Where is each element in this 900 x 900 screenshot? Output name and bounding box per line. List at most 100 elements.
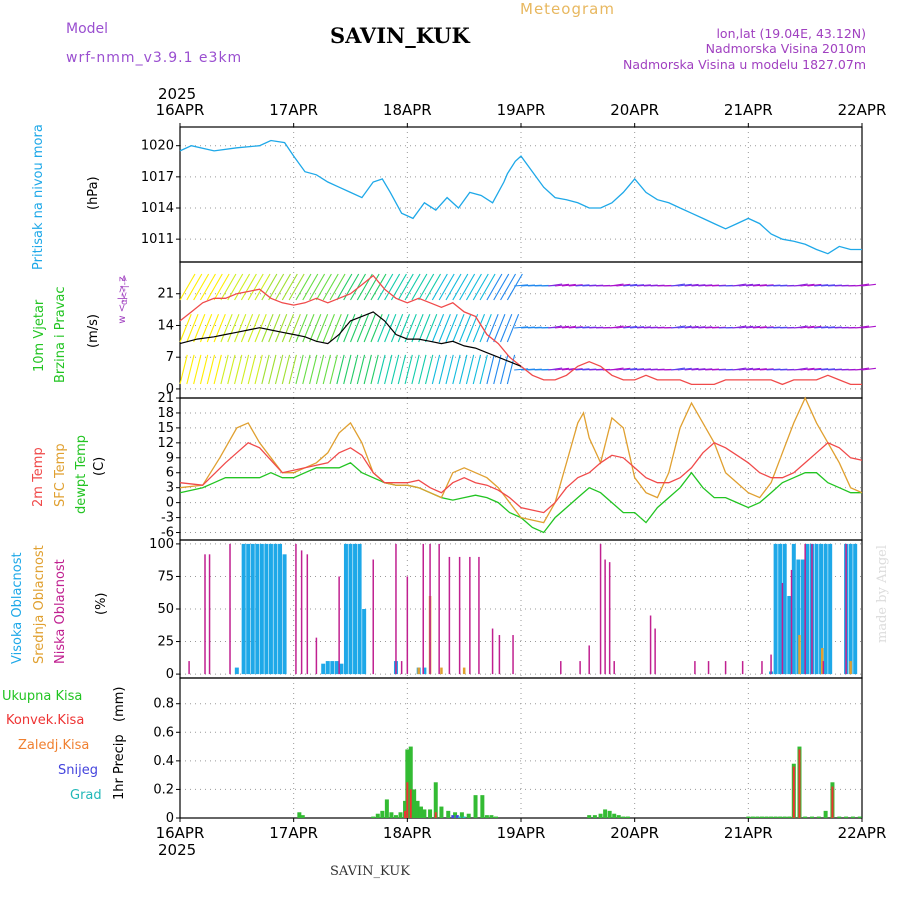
wind-arrow bbox=[459, 354, 468, 385]
cloud-low-bar bbox=[579, 661, 581, 675]
ytick-label: 3 bbox=[166, 481, 174, 496]
ytick-label: 50 bbox=[157, 602, 174, 617]
wind-arrow bbox=[506, 313, 520, 343]
precip-snow-bar bbox=[455, 815, 459, 818]
precip-total-bar bbox=[750, 816, 755, 818]
cloud-low-bar bbox=[438, 543, 440, 675]
precip-conv-bar bbox=[831, 786, 834, 818]
wind-arrow bbox=[206, 273, 223, 301]
wind-arrow bbox=[193, 354, 202, 385]
cloud-low-bar bbox=[694, 661, 696, 675]
precip-total-bar bbox=[764, 816, 769, 818]
wind-arrow bbox=[363, 313, 376, 343]
precip-total-bar bbox=[446, 810, 451, 818]
wind-arrow bbox=[186, 313, 199, 343]
temp-ylabel-2: SFC Temp bbox=[53, 443, 68, 507]
wind-arrow bbox=[274, 313, 288, 343]
wind-arrow bbox=[199, 273, 216, 301]
wind-arrow bbox=[404, 313, 417, 343]
cloud-low-bar bbox=[588, 645, 590, 675]
precip-total-bar bbox=[418, 806, 423, 818]
cloud-low-bar bbox=[448, 556, 451, 675]
wind-arrow bbox=[411, 313, 424, 343]
wind-arrow bbox=[609, 283, 624, 287]
precip-total-bar bbox=[598, 813, 603, 818]
wind-arrow bbox=[752, 284, 767, 287]
ytick-label: 12 bbox=[157, 436, 174, 451]
wind-arrow bbox=[493, 354, 502, 385]
precip-total-bar bbox=[473, 795, 478, 818]
wind-arrow bbox=[732, 367, 747, 371]
cloud-low-bar bbox=[422, 543, 424, 675]
wind-arrow bbox=[247, 273, 264, 301]
wind-arrow bbox=[240, 273, 257, 301]
cloud-high-bar bbox=[787, 595, 792, 675]
precip-total-bar bbox=[607, 810, 612, 818]
wind-arrow bbox=[220, 354, 229, 385]
cloud-high-bar bbox=[800, 559, 805, 675]
wind-arrow bbox=[397, 273, 414, 301]
wind-arrow bbox=[377, 354, 386, 385]
wind-arrow bbox=[322, 273, 339, 301]
ytick-label: 9 bbox=[166, 451, 174, 466]
legend-snow: Snijeg bbox=[58, 763, 98, 778]
wind-arrow bbox=[295, 313, 308, 343]
wind-arrow bbox=[302, 313, 315, 343]
ytick-label: 18 bbox=[157, 406, 174, 421]
wind-arrow bbox=[459, 313, 472, 343]
wind-arrow bbox=[404, 273, 421, 301]
cloud-low-bar bbox=[707, 661, 710, 675]
elevation-label: Nadmorska Visina 2010m bbox=[706, 41, 866, 56]
wind-arrow bbox=[506, 354, 516, 385]
cloud-low-bar bbox=[300, 550, 303, 675]
xtick-label-top: 20APR bbox=[610, 101, 659, 119]
precip-total-bar bbox=[778, 816, 783, 818]
wind-arrow bbox=[636, 368, 651, 371]
precip-unit: (mm) bbox=[112, 687, 127, 722]
precip-snow-bar bbox=[451, 815, 455, 818]
wind-arrow bbox=[186, 273, 203, 301]
wind-arrow bbox=[431, 313, 445, 343]
precip-total-bar bbox=[782, 816, 787, 818]
wind-arrow bbox=[807, 283, 822, 287]
cloud-high-bar bbox=[853, 543, 858, 675]
wind-arrow bbox=[322, 313, 335, 343]
precip-conv-bar bbox=[406, 782, 409, 818]
cloud-high-bar bbox=[805, 543, 810, 675]
wind-arrow bbox=[377, 273, 394, 301]
wind-arrow bbox=[397, 313, 410, 343]
wind-arrow bbox=[459, 273, 476, 301]
wind-arrow bbox=[575, 326, 590, 329]
cloud-mid-bar bbox=[462, 667, 466, 675]
legend-total-rain: Ukupna Kisa bbox=[2, 689, 82, 704]
wind-arrow bbox=[227, 354, 236, 385]
wind-arrow bbox=[623, 325, 638, 329]
cloud-high-bar bbox=[782, 543, 787, 675]
wind-arrow bbox=[670, 325, 685, 329]
xtick-label-top: 17APR bbox=[269, 101, 318, 119]
ytick-label: 100 bbox=[149, 537, 174, 552]
cloud-low-bar bbox=[208, 554, 211, 675]
cloud-low-bar bbox=[478, 556, 480, 675]
wind-arrow bbox=[486, 313, 499, 343]
precip-total-bar bbox=[433, 782, 438, 818]
model-elevation-label: Nadmorska Visina u modelu 1827.07m bbox=[623, 57, 866, 72]
wind-arrow bbox=[670, 367, 685, 371]
precip-total-bar bbox=[816, 816, 821, 818]
wind-arrow bbox=[684, 325, 699, 329]
cloud-high-bar bbox=[353, 543, 358, 675]
wind-arrow bbox=[548, 325, 563, 329]
precip-total-bar bbox=[459, 812, 464, 818]
wind-arrow bbox=[452, 273, 469, 301]
cloud-mid-bar bbox=[417, 667, 420, 675]
wind-arrow bbox=[821, 326, 836, 329]
wind-arrow bbox=[329, 273, 346, 301]
cloud-unit: (%) bbox=[94, 593, 109, 616]
cloud-low-bar bbox=[400, 661, 403, 675]
ytick-label: 14 bbox=[157, 318, 174, 333]
cloud-low-bar bbox=[649, 615, 652, 675]
cloud-low-bar bbox=[372, 559, 374, 675]
wind-arrow bbox=[234, 354, 243, 385]
wind-arrow bbox=[186, 354, 195, 385]
